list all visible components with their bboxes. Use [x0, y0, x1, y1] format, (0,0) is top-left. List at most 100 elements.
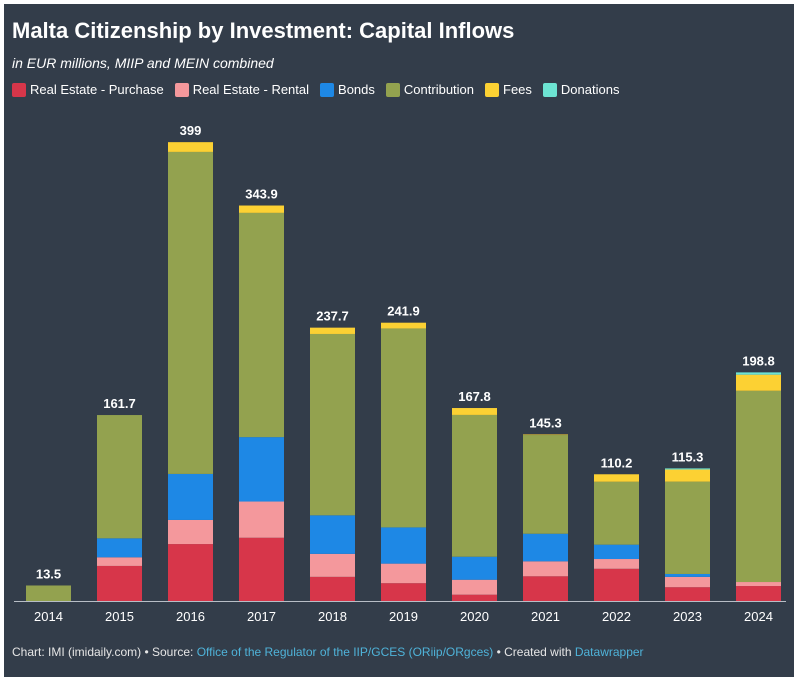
chart-footer: Chart: IMI (imidaily.com) • Source: Offi… — [12, 645, 644, 659]
bar-segment-contribution-2020[interactable] — [452, 414, 497, 557]
x-tick-label-2016: 2016 — [176, 609, 205, 624]
bar-segment-real-estate-purchase-2015[interactable] — [97, 565, 142, 601]
bar-segment-contribution-2019[interactable] — [381, 328, 426, 528]
bar-segment-bonds-2019[interactable] — [381, 527, 426, 564]
bar-segment-contribution-2021[interactable] — [523, 435, 568, 534]
bar-segment-fees-2016[interactable] — [168, 142, 213, 152]
bar-segment-real-estate-rental-2021[interactable] — [523, 561, 568, 577]
bar-segment-contribution-2024[interactable] — [736, 390, 781, 583]
total-label-2015: 161.7 — [103, 396, 136, 411]
bar-segment-contribution-2022[interactable] — [594, 481, 639, 545]
legend-label: Fees — [503, 82, 532, 97]
bar-segment-real-estate-rental-2024[interactable] — [736, 582, 781, 587]
x-tick-label-2024: 2024 — [744, 609, 773, 624]
total-label-2019: 241.9 — [387, 304, 420, 319]
total-label-2024: 198.8 — [742, 353, 775, 368]
bar-segment-real-estate-purchase-2020[interactable] — [452, 594, 497, 601]
legend-item-real-estate-purchase: Real Estate - Purchase — [12, 82, 164, 97]
bar-segment-donations-2024[interactable] — [736, 372, 781, 375]
footer-separator: • Source: — [141, 645, 197, 659]
footer-credit: Chart: IMI (imidaily.com) — [12, 645, 142, 659]
bar-segment-real-estate-rental-2019[interactable] — [381, 563, 426, 584]
bar-segment-fees-2023[interactable] — [665, 469, 710, 482]
legend-label: Real Estate - Rental — [192, 82, 310, 97]
x-tick-label-2017: 2017 — [247, 609, 276, 624]
legend-item-real-estate-rental: Real Estate - Rental — [174, 82, 310, 97]
bar-segment-fees-2022[interactable] — [594, 474, 639, 482]
bar-segment-fees-2021[interactable] — [523, 434, 568, 436]
x-tick-label-2020: 2020 — [460, 609, 489, 624]
bar-segment-real-estate-purchase-2019[interactable] — [381, 583, 426, 601]
bar-segment-real-estate-purchase-2018[interactable] — [310, 576, 355, 601]
bar-segment-fees-2017[interactable] — [239, 205, 284, 213]
bar-segment-bonds-2023[interactable] — [665, 573, 710, 577]
bar-segment-bonds-2016[interactable] — [168, 473, 213, 520]
bar-segment-real-estate-rental-2016[interactable] — [168, 519, 213, 545]
bar-segment-bonds-2017[interactable] — [239, 437, 284, 502]
bar-segment-bonds-2020[interactable] — [452, 556, 497, 580]
bar-segment-contribution-2016[interactable] — [168, 151, 213, 474]
legend: Real Estate - Purchase Real Estate - Ren… — [12, 82, 630, 97]
legend-item-bonds: Bonds — [320, 82, 375, 97]
bar-segment-real-estate-purchase-2024[interactable] — [736, 586, 781, 601]
legend-label: Real Estate - Purchase — [30, 82, 164, 97]
total-label-2021: 145.3 — [529, 415, 562, 430]
bar-segment-real-estate-purchase-2021[interactable] — [523, 576, 568, 601]
bar-segment-real-estate-rental-2020[interactable] — [452, 579, 497, 595]
total-label-2023: 115.3 — [672, 449, 704, 464]
bar-segment-real-estate-rental-2018[interactable] — [310, 553, 355, 577]
bar-segment-bonds-2018[interactable] — [310, 515, 355, 554]
x-tick-label-2014: 2014 — [34, 609, 63, 624]
total-label-2016: 399 — [180, 123, 202, 138]
legend-swatch — [174, 82, 189, 97]
chart-subtitle: in EUR millions, MIIP and MEIN combined — [12, 55, 274, 71]
x-tick-label-2021: 2021 — [531, 609, 560, 624]
legend-swatch — [12, 82, 26, 97]
bar-segment-contribution-2018[interactable] — [310, 333, 355, 516]
bar-segment-fees-2020[interactable] — [452, 408, 497, 415]
total-label-2022: 110.2 — [601, 455, 633, 470]
footer-separator: • Created with — [493, 645, 575, 659]
bar-segment-real-estate-purchase-2016[interactable] — [168, 544, 213, 601]
legend-swatch — [485, 82, 500, 97]
bar-segment-fees-2018[interactable] — [310, 327, 355, 334]
legend-swatch — [320, 82, 335, 97]
bar-segment-fees-2024[interactable] — [736, 374, 781, 391]
total-label-2014: 13.5 — [36, 566, 61, 581]
legend-label: Bonds — [338, 82, 375, 97]
x-tick-label-2018: 2018 — [318, 609, 347, 624]
bar-segment-real-estate-rental-2023[interactable] — [665, 576, 710, 588]
bar-segment-contribution-2015[interactable] — [97, 415, 142, 539]
legend-label: Contribution — [403, 82, 475, 97]
bar-segment-donations-2023[interactable] — [665, 468, 710, 470]
legend-swatch — [385, 82, 400, 97]
bar-segment-real-estate-purchase-2017[interactable] — [239, 537, 284, 601]
bar-segment-bonds-2015[interactable] — [97, 538, 142, 558]
total-label-2020: 167.8 — [458, 389, 491, 404]
chart-title: Malta Citizenship by Investment: Capital… — [12, 18, 515, 43]
bar-segment-real-estate-purchase-2022[interactable] — [594, 568, 639, 601]
x-tick-label-2023: 2023 — [673, 609, 702, 624]
legend-item-contribution: Contribution — [385, 82, 475, 97]
legend-item-fees: Fees — [485, 82, 532, 97]
bar-segment-real-estate-rental-2022[interactable] — [594, 559, 639, 569]
x-tick-label-2022: 2022 — [602, 609, 631, 624]
legend-swatch — [542, 82, 557, 97]
bar-segment-contribution-2023[interactable] — [665, 481, 710, 574]
bar-segment-real-estate-rental-2015[interactable] — [97, 557, 142, 566]
bar-segment-contribution-2017[interactable] — [239, 212, 284, 438]
bar-segment-bonds-2022[interactable] — [594, 544, 639, 560]
legend-item-donations: Donations — [542, 82, 620, 97]
x-tick-label-2019: 2019 — [389, 609, 418, 624]
bar-segment-bonds-2021[interactable] — [523, 533, 568, 562]
bar-segment-real-estate-rental-2017[interactable] — [239, 501, 284, 538]
legend-label: Donations — [560, 82, 620, 97]
source-link[interactable]: Office of the Regulator of the IIP/GCES … — [196, 645, 494, 659]
bar-segment-contribution-2014[interactable] — [26, 585, 71, 601]
bar-segment-real-estate-purchase-2023[interactable] — [665, 587, 710, 601]
total-label-2017: 343.9 — [245, 187, 278, 202]
datawrapper-link[interactable]: Datawrapper — [574, 645, 644, 659]
bar-segment-fees-2019[interactable] — [381, 322, 426, 329]
total-label-2018: 237.7 — [316, 309, 349, 324]
